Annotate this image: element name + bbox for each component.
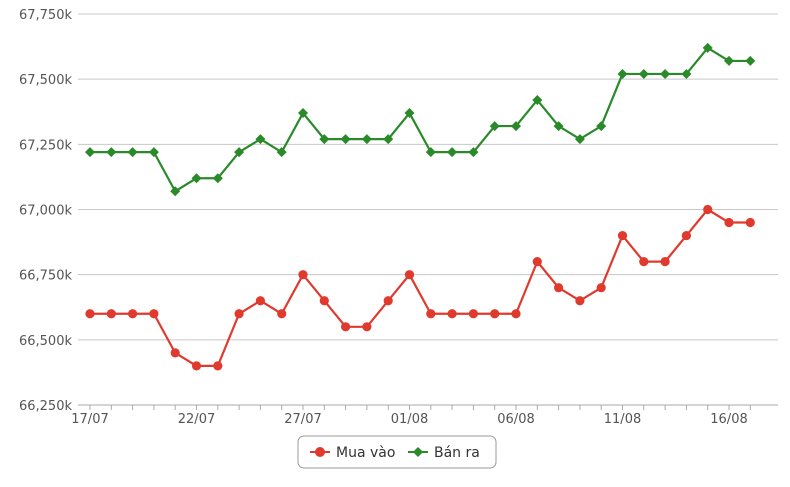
data-point[interactable] (489, 121, 500, 132)
data-point[interactable] (447, 309, 457, 319)
data-point[interactable] (745, 55, 756, 66)
y-axis: 66,250k 66,500k 66,750k 67,000k 67,250k 67,50… (19, 8, 72, 414)
data-point[interactable] (574, 134, 585, 145)
legend-label-mua-vao: Mua vào (336, 445, 395, 461)
data-point[interactable] (362, 322, 372, 332)
data-point[interactable] (617, 68, 628, 79)
data-point[interactable] (127, 147, 138, 158)
y-tick-label: 66,750k (19, 269, 72, 284)
data-point[interactable] (85, 309, 95, 319)
data-point[interactable] (745, 217, 755, 228)
data-point[interactable] (361, 134, 372, 145)
data-point[interactable] (277, 309, 287, 319)
y-tick-label: 67,000k (19, 204, 72, 219)
data-point[interactable] (213, 361, 223, 371)
legend-label-ban-ra: Bán ra (434, 445, 480, 461)
data-point[interactable] (128, 309, 138, 319)
data-point[interactable] (426, 309, 436, 319)
x-tick-label: 11/08 (604, 412, 641, 427)
legend-item-ban-ra[interactable]: Bán ra (408, 445, 480, 461)
data-point[interactable] (341, 322, 351, 332)
data-point[interactable] (511, 309, 521, 319)
data-point[interactable] (724, 55, 734, 66)
legend-item-mua-vao[interactable]: Mua vào (310, 445, 395, 461)
data-point[interactable] (106, 309, 116, 319)
data-point[interactable] (149, 309, 159, 319)
data-point[interactable] (532, 95, 543, 106)
data-point[interactable] (617, 230, 628, 241)
gridlines (78, 13, 778, 406)
x-tick-label: 06/08 (497, 412, 534, 427)
data-point[interactable] (319, 296, 329, 306)
y-tick-label: 66,500k (19, 334, 72, 349)
series-ban-ra (85, 42, 756, 197)
data-point[interactable] (298, 108, 308, 119)
y-tick-label: 66,250k (19, 399, 72, 414)
y-tick-label: 67,250k (19, 138, 72, 153)
data-point[interactable] (404, 270, 415, 280)
data-point[interactable] (383, 134, 394, 145)
data-point[interactable] (468, 309, 478, 319)
data-point[interactable] (234, 309, 244, 319)
data-point[interactable] (191, 361, 202, 371)
data-point[interactable] (106, 147, 117, 158)
data-point[interactable] (554, 283, 564, 293)
legend-marker-mua-vao (315, 447, 325, 457)
x-tick-label: 01/08 (391, 412, 428, 427)
data-point[interactable] (596, 121, 607, 132)
data-point[interactable] (660, 68, 671, 79)
x-tick-label: 27/07 (284, 412, 321, 427)
data-point[interactable] (404, 108, 415, 119)
data-point[interactable] (298, 270, 308, 280)
series-line (90, 208, 751, 367)
data-point[interactable] (170, 348, 180, 358)
y-tick-label: 67,750k (19, 8, 72, 23)
data-point[interactable] (234, 147, 245, 158)
data-point[interactable] (319, 134, 330, 145)
y-tick-label: 67,500k (19, 73, 72, 88)
data-point[interactable] (703, 204, 713, 215)
legend: Mua vào Bán ra (297, 435, 497, 469)
data-point[interactable] (383, 296, 393, 306)
data-point[interactable] (532, 257, 542, 267)
x-axis: 17/07 22/07 27/07 01/08 06/08 11/08 16/08 (71, 404, 778, 427)
x-tick-label: 22/07 (178, 412, 215, 427)
data-point[interactable] (724, 217, 734, 228)
data-point[interactable] (191, 173, 202, 184)
data-point[interactable] (148, 147, 159, 158)
data-point[interactable] (681, 68, 692, 79)
data-point[interactable] (596, 283, 606, 293)
series-mua-vao (85, 204, 755, 371)
data-point[interactable] (490, 309, 500, 319)
data-point[interactable] (639, 257, 649, 267)
data-point[interactable] (681, 230, 692, 241)
data-point[interactable] (553, 121, 564, 132)
series-line (90, 46, 751, 193)
data-point[interactable] (638, 68, 649, 79)
series-layer (85, 42, 756, 371)
x-tick-label: 17/07 (71, 412, 108, 427)
data-point[interactable] (255, 134, 266, 145)
legend-marker-ban-ra (413, 447, 423, 457)
data-point[interactable] (255, 296, 265, 306)
legend-box (297, 435, 497, 469)
data-point[interactable] (212, 173, 223, 184)
data-point[interactable] (276, 147, 287, 158)
data-point[interactable] (170, 186, 181, 197)
data-point[interactable] (425, 147, 436, 158)
data-point[interactable] (468, 147, 479, 158)
data-point[interactable] (702, 42, 713, 53)
data-point[interactable] (340, 134, 351, 145)
data-point[interactable] (447, 147, 458, 158)
data-point[interactable] (660, 257, 670, 267)
data-point[interactable] (575, 296, 585, 306)
data-point[interactable] (511, 121, 521, 132)
x-tick-label: 16/08 (710, 412, 747, 427)
data-point[interactable] (85, 147, 95, 158)
